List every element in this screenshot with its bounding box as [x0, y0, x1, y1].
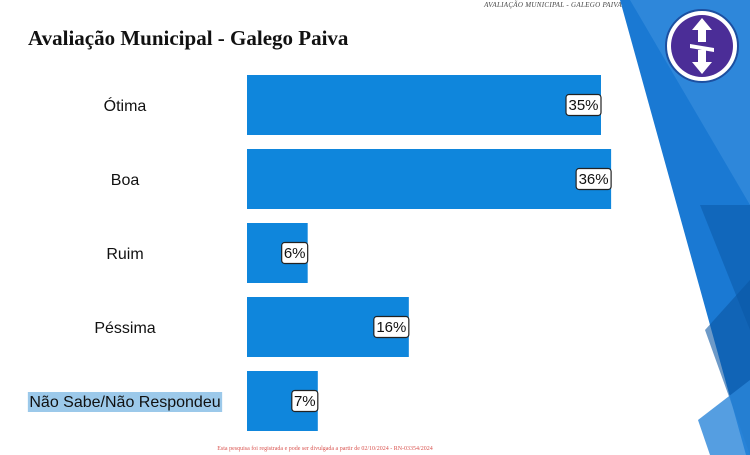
category-label: Não Sabe/Não Respondeu: [29, 394, 220, 411]
bar-group: Boa 36%: [111, 149, 612, 209]
bar-group: Péssima 16%: [94, 297, 410, 357]
header-tag: AVALIAÇÃO MUNICIPAL - GALEGO PAIVA: [484, 1, 622, 9]
data-label: 6%: [284, 245, 306, 262]
category-label: Péssima: [94, 320, 155, 337]
category-label: Ótima: [104, 96, 147, 115]
page-title: Avaliação Municipal - Galego Paiva: [28, 26, 349, 50]
bar-group: Não Sabe/Não Respondeu 7%: [27, 371, 319, 431]
category-highlight: [27, 392, 223, 412]
category-label: Boa: [111, 172, 140, 189]
bar-group: Ruim 6%: [106, 223, 309, 283]
bar: [247, 75, 601, 135]
data-label-box: [373, 315, 410, 339]
data-label: 16%: [376, 319, 406, 336]
footer-note: Esta pesquisa foi registrada e pode ser …: [217, 446, 433, 452]
logo-icon: [665, 9, 739, 83]
data-label-box: [291, 389, 319, 413]
data-label: 35%: [568, 97, 598, 114]
data-label: 36%: [579, 171, 609, 188]
data-label-box: [281, 241, 309, 265]
bar: [247, 149, 612, 209]
data-label-box: [565, 93, 602, 117]
data-label-box: [575, 167, 612, 191]
bar-group: Ótima 35%: [104, 75, 602, 135]
data-label: 7%: [294, 393, 316, 410]
category-label: Ruim: [106, 246, 143, 263]
